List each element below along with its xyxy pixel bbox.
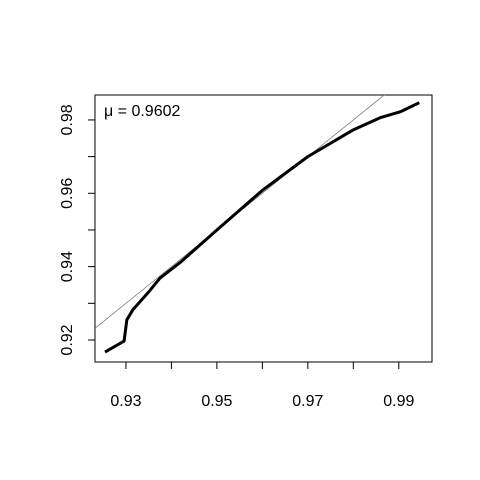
y-tick-label: 0.94 <box>59 251 76 282</box>
plot-frame <box>94 94 433 363</box>
x-tick-label: 0.95 <box>201 393 232 410</box>
y-tick-label: 0.98 <box>59 104 76 135</box>
x-tick-label: 0.99 <box>383 393 414 410</box>
data-line <box>104 101 420 354</box>
x-tick-label: 0.97 <box>292 393 323 410</box>
annotation: μ = 0.9602 <box>104 103 180 120</box>
x-tick-label: 0.93 <box>110 393 141 410</box>
y-tick-label: 0.96 <box>59 178 76 209</box>
reference-line <box>95 95 385 329</box>
y-tick-label: 0.92 <box>59 324 76 355</box>
